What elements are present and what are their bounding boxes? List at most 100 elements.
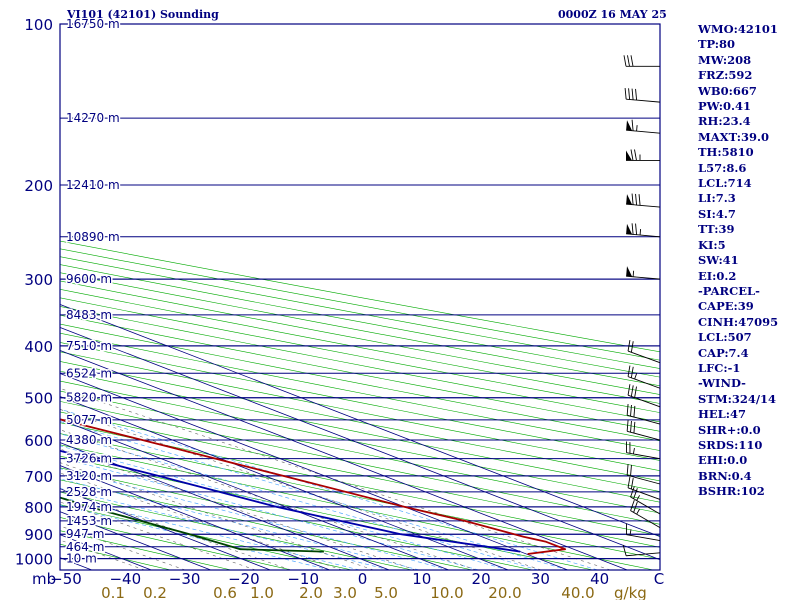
moist-adiabat [60,478,420,570]
height-label: 464 m [66,540,104,554]
wind-barb-feather [627,55,630,67]
dry-adiabat [60,272,660,387]
dry-adiabat [60,351,660,471]
wind-barb-feather [623,55,627,67]
moist-adiabat [60,504,330,570]
index-entry: -PARCEL- [698,283,760,298]
index-entry: FRZ:592 [698,68,753,83]
index-entry: CAP:7.4 [698,345,749,360]
dry-adiabat [60,314,660,432]
index-entry: EHI:0.0 [698,453,748,468]
moist-adiabat [60,445,509,570]
height-label: 10 m [66,552,97,566]
isotherm [60,303,660,538]
mixing-ratio-label: 5.0 [374,584,398,600]
index-entry: SW:41 [698,253,739,268]
wind-barb [623,55,660,67]
wind-barb-feather [627,384,631,396]
wind-barb-staff [626,98,661,103]
wind-barb-feather [631,88,634,100]
wind-barb-staff [626,452,661,460]
moist-adiabat [60,496,360,570]
dry-adiabat [60,411,660,536]
temp-tick-label: −30 [169,570,201,588]
height-label: 947 m [66,527,104,541]
wind-barb [626,223,661,238]
height-label: 6524 m [66,366,112,380]
parcel-trace [60,449,521,553]
temp-tick-label: C [654,570,664,588]
mixing-ratio-label: 1.0 [250,584,274,600]
dry-adiabat [60,504,352,570]
mixing-ratio-line [60,462,374,570]
wind-barb-feather [634,386,637,398]
dry-adiabat [60,297,660,413]
wind-barb-feather [622,544,627,556]
isotherm [60,327,660,561]
pressure-tick-label: 900 [24,526,53,544]
wind-barb-feather [627,339,631,352]
wind-barb-feather [630,420,632,433]
wind-barb-staff [626,534,661,542]
wind-barb [626,266,661,280]
wind-barb-feather [631,223,634,235]
index-entry: LFC:-1 [698,360,741,375]
height-label: 5820 m [66,391,112,405]
pressure-tick-label: 400 [24,338,53,356]
wind-barb-staff [627,350,661,364]
wind-barb-feather [635,193,638,206]
isotherm [60,396,509,570]
wind-barb [627,339,661,364]
wind-barb [627,476,661,500]
dry-adiabat [60,280,660,395]
height-label: 10890 m [66,230,120,244]
mixing-ratio-line [60,429,477,570]
mixing-ratio-label: 0.2 [143,584,167,600]
wind-barb-feather [633,405,636,418]
wind-barb [626,149,660,161]
wind-barb [626,464,661,485]
index-entry: -WIND- [698,376,746,391]
index-entry: STM:324/14 [698,391,777,406]
wind-barb-feather [626,420,629,432]
temp-tick-label: 0 [358,570,368,588]
temp-tick-label: −20 [228,570,260,588]
wind-barb-feather [626,464,629,476]
wind-barb-staff [626,552,661,557]
wind-barb [630,486,661,515]
index-entry: CAPE:39 [698,299,754,314]
mixing-ratio-label: 2.0 [299,584,323,600]
wind-barb-staff [627,394,661,408]
dry-adiabat [60,455,594,570]
wind-barb-feather [628,88,631,100]
mixing-ratio-label: 10.0 [430,584,463,600]
wind-barb-feather [630,464,632,477]
index-entry: HEL:47 [698,407,746,422]
pressure-tick-label: 800 [24,499,53,517]
wind-barb-feather [634,149,637,161]
dry-adiabat [60,380,660,503]
dry-adiabat [60,306,660,423]
wind-barb-staff [627,376,661,389]
isotherm [60,350,628,570]
wind-barb-half [629,529,632,536]
temp-tick-label: 20 [472,570,491,588]
pressure-unit-label: mb [32,570,56,588]
wind-barb-staff [626,233,661,238]
wind-barb-feather [633,421,636,434]
index-entry: CINH:47095 [698,314,779,329]
wind-barb-feather [630,477,634,490]
height-label: 9600 m [66,272,112,286]
mixing-ratio-label: 20.0 [488,584,521,600]
dry-adiabat [60,401,660,525]
height-label: 4380 m [66,433,112,447]
wind-barb [627,365,661,389]
temperature-trace [60,418,567,555]
wind-barb-half [634,373,638,380]
wind-barb-feather [631,193,634,205]
dry-adiabat [60,264,660,378]
wind-barb [626,523,661,542]
index-entry: KI:5 [698,237,726,252]
mixing-ratio-label: 0.1 [101,584,125,600]
